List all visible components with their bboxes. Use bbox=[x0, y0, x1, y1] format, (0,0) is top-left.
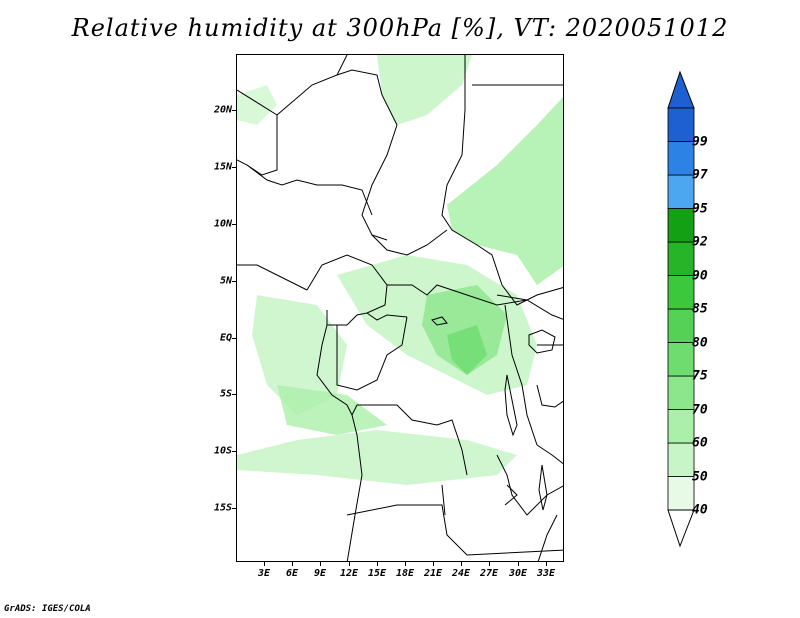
lon-label-33e: 33E bbox=[536, 568, 556, 579]
lake-victoria bbox=[528, 329, 556, 354]
colorbar-box bbox=[667, 241, 695, 276]
colorbar bbox=[667, 70, 695, 548]
colorbar-level-label: 40 bbox=[692, 502, 708, 518]
colorbar-box bbox=[667, 476, 695, 511]
colorbar-level-label: 95 bbox=[692, 201, 708, 216]
lat-tick bbox=[232, 167, 236, 168]
colorbar-level-label: 75 bbox=[692, 368, 708, 384]
humidity-patch-sw bbox=[277, 385, 387, 435]
lat-label-5s: 5S bbox=[219, 388, 232, 400]
lake-tanganyika bbox=[504, 374, 518, 437]
lat-tick bbox=[232, 281, 236, 282]
colorbar-box bbox=[667, 375, 695, 410]
humidity-patch-north bbox=[377, 55, 472, 125]
colorbar-level-label: 85 bbox=[692, 301, 708, 317]
colorbar-box bbox=[667, 409, 695, 444]
humidity-patch-south bbox=[237, 430, 517, 485]
colorbar-level-label: 97 bbox=[692, 167, 708, 183]
lon-label-24e: 24E bbox=[451, 568, 471, 579]
lon-label-27e: 27E bbox=[479, 568, 499, 579]
colorbar-box bbox=[667, 275, 695, 310]
lat-label-eq: EQ bbox=[219, 332, 232, 344]
colorbar-box bbox=[667, 208, 695, 243]
colorbar-top-arrow bbox=[667, 70, 695, 109]
lon-label-9e: 9E bbox=[313, 568, 327, 579]
lat-label-20n: 20N bbox=[213, 104, 232, 116]
colorbar-level-label: 99 bbox=[692, 134, 708, 149]
humidity-patch-west bbox=[252, 295, 347, 415]
lon-tick bbox=[433, 562, 434, 566]
colorbar-bottom-arrow bbox=[667, 509, 695, 548]
lat-tick bbox=[232, 508, 236, 509]
lake-small-1 bbox=[431, 316, 448, 326]
colorbar-level-label: 90 bbox=[692, 268, 708, 283]
lon-tick bbox=[377, 562, 378, 566]
lon-label-3e: 3E bbox=[257, 568, 271, 579]
colorbar-boxes bbox=[667, 107, 695, 511]
lat-label-10s: 10S bbox=[213, 445, 232, 457]
lon-tick bbox=[405, 562, 406, 566]
lon-tick bbox=[320, 562, 321, 566]
lon-label-6e: 6E bbox=[285, 568, 299, 579]
grads-credit: GrADS: IGES/COLA bbox=[4, 604, 91, 614]
lat-label-10n: 10N bbox=[213, 218, 232, 230]
colorbar-box bbox=[667, 174, 695, 209]
lon-tick bbox=[349, 562, 350, 566]
colorbar-level-label: 80 bbox=[692, 335, 708, 350]
humidity-field bbox=[237, 55, 563, 485]
lon-tick bbox=[264, 562, 265, 566]
lat-tick bbox=[232, 224, 236, 225]
lat-tick bbox=[232, 338, 236, 339]
humidity-patch-west-edge bbox=[237, 85, 277, 125]
lat-label-15n: 15N bbox=[213, 161, 232, 173]
lon-tick bbox=[461, 562, 462, 566]
colorbar-level-label: 92 bbox=[692, 234, 708, 250]
colorbar-level-label: 60 bbox=[692, 435, 708, 451]
lake-malawi bbox=[538, 464, 548, 511]
lon-label-18e: 18E bbox=[395, 568, 415, 579]
lat-label-15s: 15S bbox=[213, 502, 232, 514]
lon-tick bbox=[489, 562, 490, 566]
map-plot-area bbox=[236, 54, 564, 562]
colorbar-level-label: 50 bbox=[692, 469, 708, 484]
lon-label-12e: 12E bbox=[339, 568, 359, 579]
colorbar-box bbox=[667, 442, 695, 477]
colorbar-box bbox=[667, 141, 695, 176]
lat-tick bbox=[232, 451, 236, 452]
map-canvas bbox=[237, 55, 563, 561]
lat-tick bbox=[232, 110, 236, 111]
lon-label-30e: 30E bbox=[508, 568, 528, 579]
colorbar-box bbox=[667, 107, 695, 142]
lat-tick bbox=[232, 394, 236, 395]
map-title: Relative humidity at 300hPa [%], VT: 202… bbox=[71, 14, 729, 42]
lakes bbox=[431, 316, 556, 511]
country-borders bbox=[237, 55, 563, 561]
colorbar-box bbox=[667, 308, 695, 343]
humidity-patch-northeast bbox=[447, 97, 563, 285]
lat-label-5n: 5N bbox=[219, 275, 232, 287]
lon-tick bbox=[518, 562, 519, 566]
lon-tick bbox=[546, 562, 547, 566]
lon-label-21e: 21E bbox=[423, 568, 443, 579]
colorbar-level-label: 70 bbox=[692, 402, 708, 417]
colorbar-box bbox=[667, 342, 695, 377]
lon-tick bbox=[292, 562, 293, 566]
humidity-patch-congo-core bbox=[447, 325, 487, 375]
lon-label-15e: 15E bbox=[367, 568, 387, 579]
